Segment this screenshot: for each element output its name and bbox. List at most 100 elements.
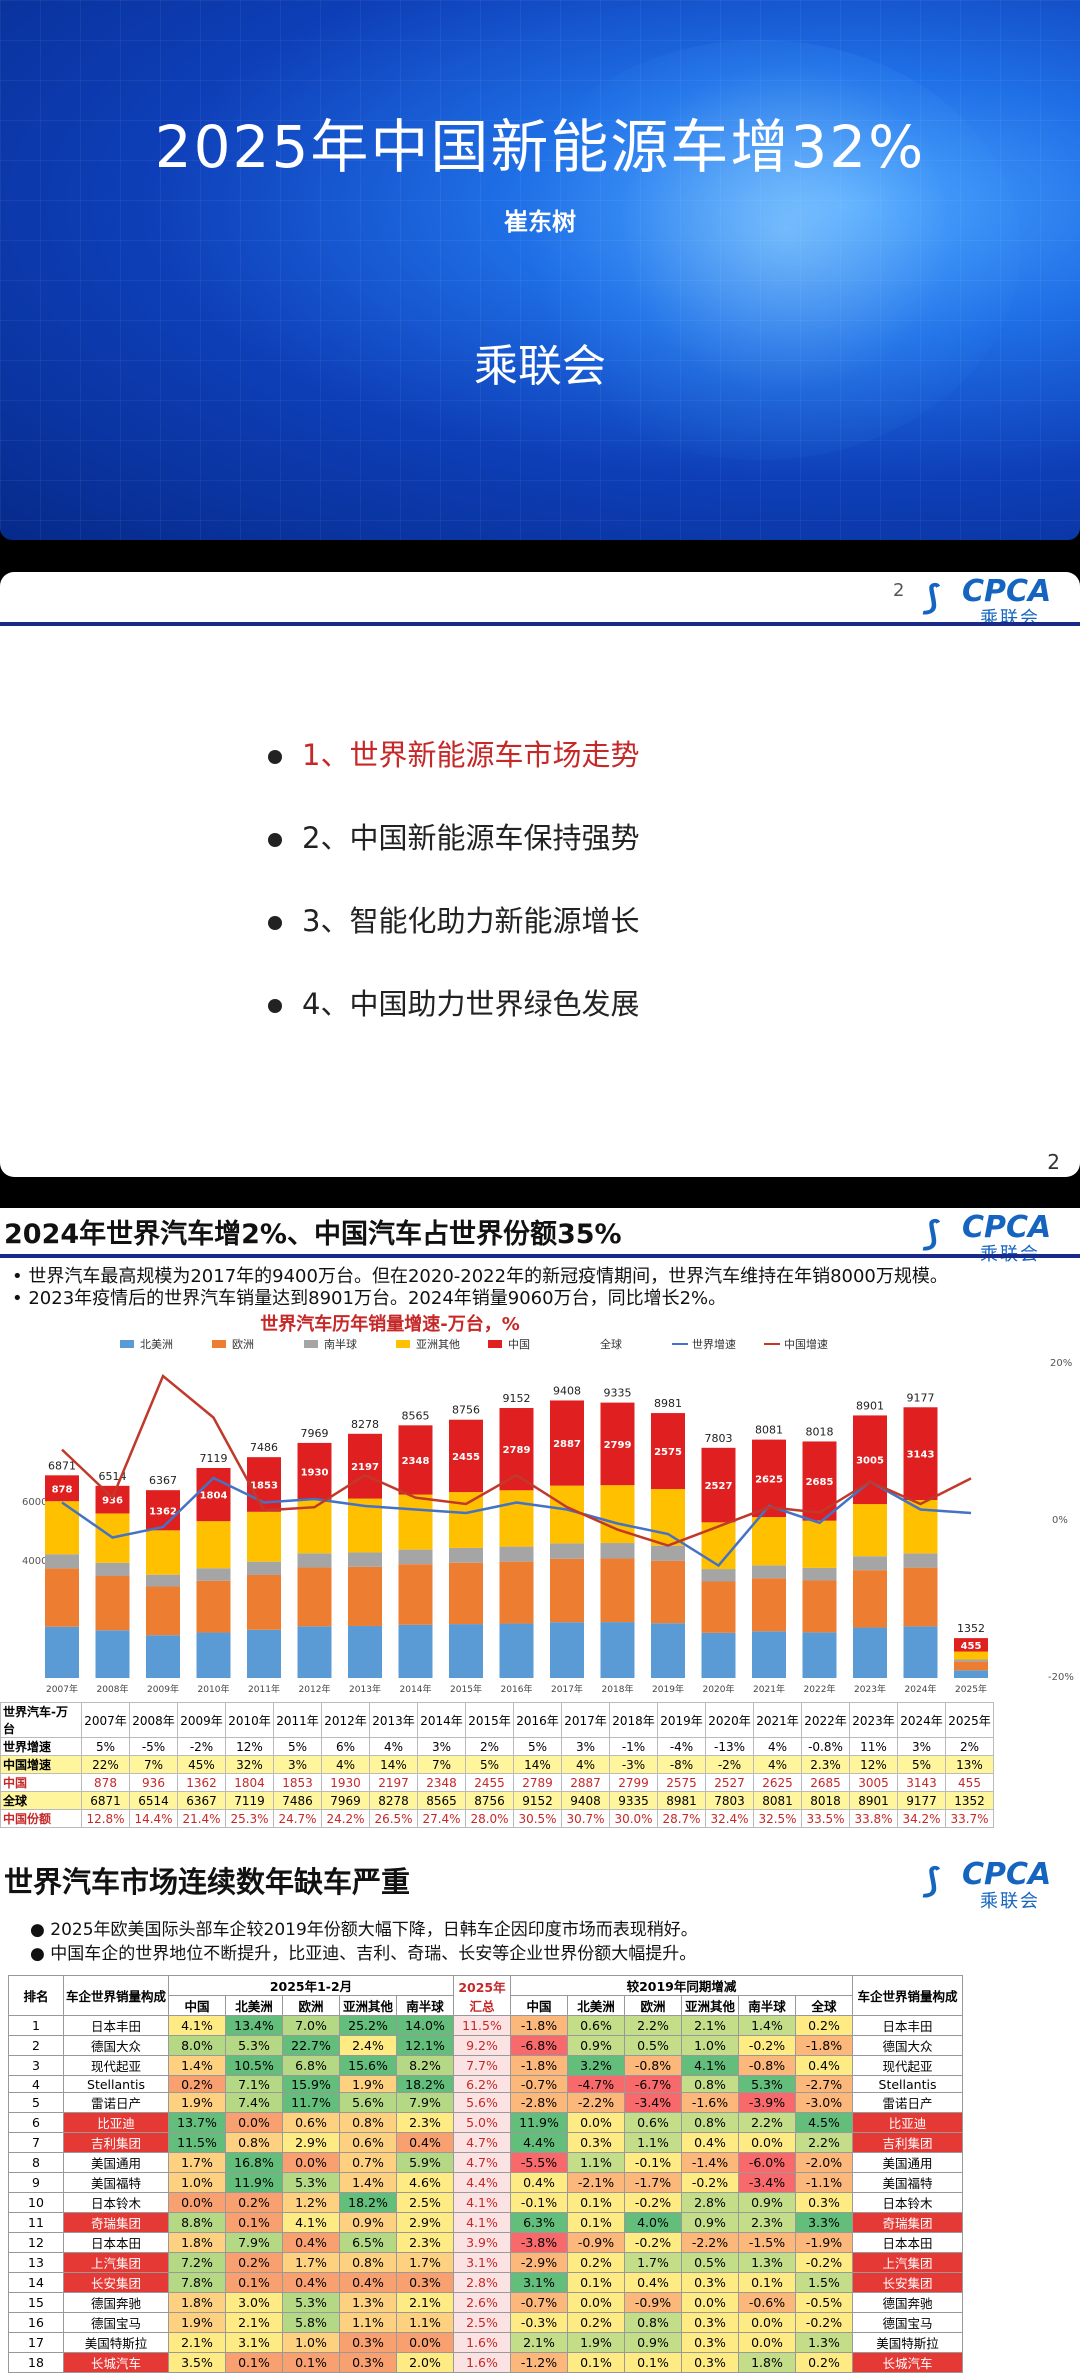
share-cell: 15.6% <box>339 2055 397 2076</box>
table-cell: 3% <box>561 1737 610 1756</box>
delta-cell: 0.2% <box>567 2252 625 2273</box>
company-cell: 美国福特 <box>63 2172 169 2193</box>
share-cell: 0.8% <box>339 2252 397 2273</box>
delta-cell: 0.0% <box>738 2332 796 2353</box>
company-cell: 长安集团 <box>63 2272 169 2293</box>
share-cell: 0.7% <box>339 2152 397 2173</box>
delta-cell: 0.9% <box>738 2192 796 2213</box>
sum-cell: 2.5% <box>453 2312 511 2333</box>
bar-segment <box>297 1567 332 1627</box>
agenda-item: 3、智能化助力新能源增长 <box>268 898 639 938</box>
row-label: 中国增速 <box>0 1755 82 1774</box>
share-cell: 1.2% <box>282 2192 340 2213</box>
company-cell: 现代起亚 <box>63 2055 169 2076</box>
delta-cell: -0.6% <box>738 2292 796 2313</box>
company-cell: 雷诺日产 <box>852 2092 963 2113</box>
delta-cell: -0.1% <box>624 2152 682 2173</box>
table-cell: 2799 <box>609 1773 658 1792</box>
table-cell: 33.8% <box>849 1809 898 1828</box>
rank-cell: 3 <box>8 2055 64 2076</box>
region-header: 北美洲 <box>567 1995 625 2016</box>
x-tick-label: 2008年 <box>97 1683 129 1695</box>
share-cell: 18.2% <box>396 2075 454 2093</box>
x-tick-label: 2019年 <box>652 1683 684 1695</box>
company-cell: 日本本田 <box>852 2232 963 2253</box>
table-row: 中国 878 936 1362 1804 1853 1930 2197 2348 2455 2789… <box>0 1773 994 1792</box>
bar-china <box>146 1490 180 1531</box>
table-cell: 5% <box>465 1755 514 1774</box>
table-cell: 7119 <box>225 1791 274 1810</box>
logo-en: CPCA <box>962 1857 1052 1892</box>
bullet-text: ● 2025年欧美国际头部车企较2019年份额大幅下降，日韩车企因印度市场而表现… <box>30 1920 698 1940</box>
bar-total-label: 7486 <box>250 1441 278 1454</box>
x-tick-label: 2025年 <box>955 1683 987 1695</box>
company-cell: 美国福特 <box>852 2172 963 2193</box>
share-cell: 0.4% <box>282 2272 340 2293</box>
bar-china-label: 2625 <box>755 1474 783 1485</box>
bar-total-label: 8018 <box>806 1425 834 1438</box>
share-cell: 1.3% <box>339 2292 397 2313</box>
share-cell: 0.9% <box>339 2212 397 2233</box>
legend-swatch <box>120 1340 134 1348</box>
table-cell: 14% <box>369 1755 418 1774</box>
share-cell: 0.4% <box>282 2232 340 2253</box>
share-cell: 22.7% <box>282 2035 340 2056</box>
company-cell: 德国奔驰 <box>63 2292 169 2313</box>
bar-china-label: 2575 <box>654 1447 682 1458</box>
delta-cell: -0.2% <box>738 2035 796 2056</box>
bar-segment <box>903 1626 938 1678</box>
bar-china <box>95 1485 130 1514</box>
table-cell: 28.0% <box>465 1809 514 1828</box>
x-tick-label: 2009年 <box>147 1683 179 1695</box>
bar-segment <box>499 1623 534 1678</box>
share-cell: 1.7% <box>168 2152 226 2173</box>
delta-cell: 4.1% <box>681 2055 739 2076</box>
year-cell: 2018年 <box>609 1702 658 1738</box>
logo-mark-icon: ⟆ <box>924 1861 940 1901</box>
delta-cell: 0.3% <box>681 2272 739 2293</box>
table-cell: 28.7% <box>657 1809 706 1828</box>
delta-cell: -3.8% <box>510 2232 568 2253</box>
cpca-logo: ⟆ CPCA 乘联会 <box>924 1210 1074 1265</box>
table-row: 12 日本本田 1.8% 7.9% 0.4% 6.5% 2.3% 3.9% -3.8% -0.9%… <box>8 2232 963 2253</box>
share-cell: 11.5% <box>168 2132 226 2153</box>
x-tick-label: 2015年 <box>450 1683 482 1695</box>
automaker-table: 排名 车企世界销量构成 2025年1-2月 2025年汇总 较2019年同期增减 车企世界… <box>8 1975 963 2373</box>
table-cell: 32% <box>225 1755 274 1774</box>
delta-cell: 0.4% <box>795 2055 853 2076</box>
x-tick-label: 2012年 <box>299 1683 331 1695</box>
bar-segment <box>499 1490 534 1547</box>
delta-cell: -2.0% <box>795 2152 853 2173</box>
bar-segment <box>146 1530 180 1575</box>
sales-table: 世界汽车-万台 2007年 2008年 2009年 2010年 2011年 2012年 201… <box>0 1702 994 1828</box>
table-cell: 8278 <box>369 1791 418 1810</box>
year-cell: 2025年 <box>945 1702 994 1738</box>
table-row: 3 现代起亚 1.4% 10.5% 6.8% 15.6% 8.2% 7.7% -1.8% 3.2%… <box>8 2055 963 2076</box>
table-cell: 2348 <box>417 1773 466 1792</box>
bar-segment <box>550 1485 584 1544</box>
sum-cell: 4.1% <box>453 2192 511 2213</box>
table-cell: 5% <box>273 1737 322 1756</box>
table-row: 14 长安集团 7.8% 0.1% 0.4% 0.4% 0.3% 2.8% 3.1% 0.1% 0.… <box>8 2272 963 2293</box>
delta-cell: 0.2% <box>795 2352 853 2373</box>
table-cell: 5% <box>81 1737 130 1756</box>
rank-cell: 2 <box>8 2035 64 2056</box>
year-cell: 2016年 <box>513 1702 562 1738</box>
company-cell: 日本铃木 <box>63 2192 169 2213</box>
bar-china-label: 1853 <box>250 1480 278 1491</box>
delta-cell: -6.7% <box>624 2075 682 2093</box>
year-cell: 2021年 <box>753 1702 802 1738</box>
delta-cell: -3.4% <box>624 2092 682 2113</box>
bullet-text: • 2023年疫情后的世界汽车销量达到8901万台。2024年销量9060万台，… <box>12 1288 727 1309</box>
delta-cell: 0.2% <box>567 2312 625 2333</box>
delta-cell: -5.5% <box>510 2152 568 2173</box>
bar-segment <box>297 1553 332 1568</box>
table-cell: 1853 <box>273 1773 322 1792</box>
bar-segment <box>398 1564 433 1625</box>
bar-total-label: 8901 <box>856 1399 884 1412</box>
sum-cell: 7.7% <box>453 2055 511 2076</box>
cpca-logo: ⟆ CPCA 乘联会 <box>924 1857 1074 1912</box>
bar-china <box>600 1402 635 1486</box>
table-cell: 8981 <box>657 1791 706 1810</box>
share-cell: 2.9% <box>282 2132 340 2153</box>
